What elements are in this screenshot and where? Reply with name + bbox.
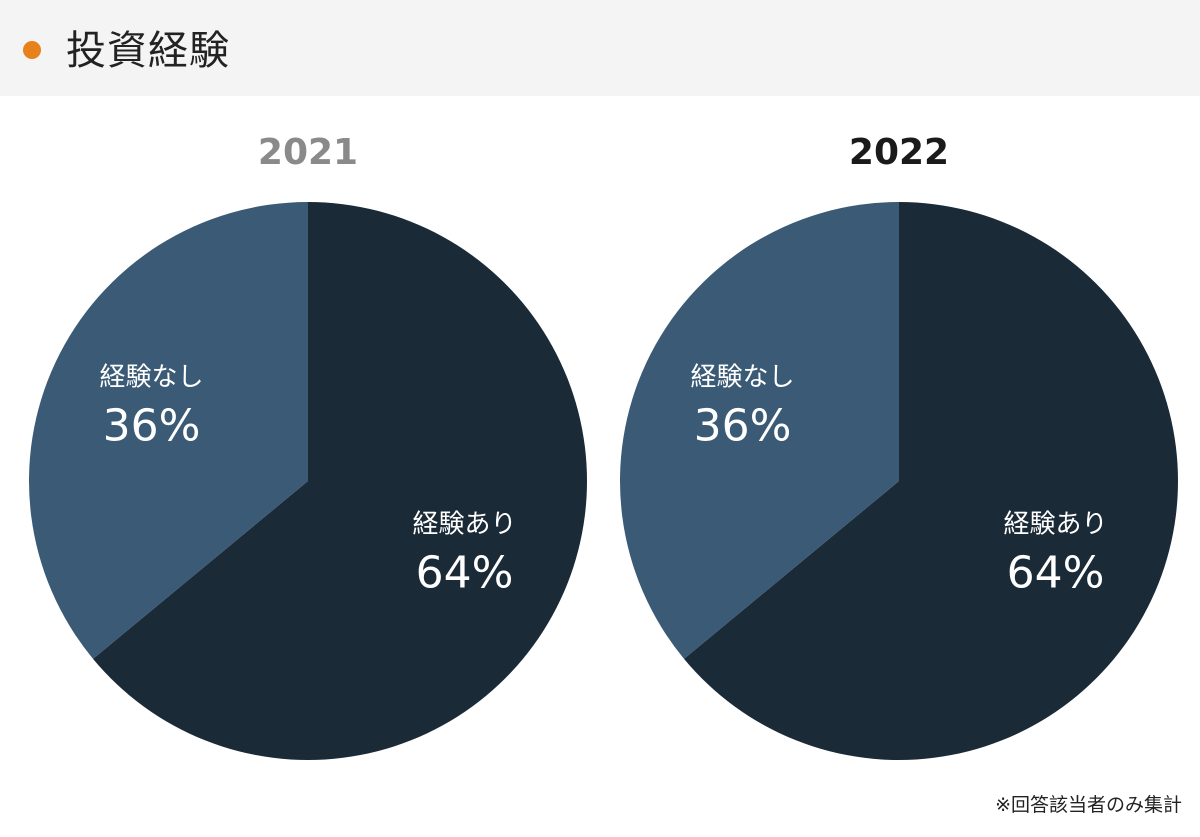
pie-charts: 2021 経験あり 64% 経験なし 36% 2022 経験あり 64% 経験なし 36%	[28, 132, 1178, 761]
slice-label-experienced: 経験あり	[413, 510, 517, 540]
pie-slice-inexperienced	[620, 202, 899, 659]
chart-title: 2021	[258, 132, 358, 173]
slice-label-inexperienced: 経験なし	[690, 362, 794, 392]
header-bar: 投資経験	[0, 0, 1200, 96]
bullet-dot-icon	[23, 41, 41, 59]
slice-label-inexperienced: 経験なし	[99, 362, 203, 392]
footnote: ※回答該当者のみ集計	[995, 794, 1182, 816]
pie-slice-inexperienced	[28, 202, 308, 659]
slice-value-experienced: 64%	[416, 548, 514, 599]
page-title: 投資経験	[66, 28, 230, 74]
slice-label-experienced: 経験あり	[1004, 510, 1108, 540]
slice-value-inexperienced: 36%	[103, 400, 201, 451]
pie-slice-experienced	[93, 202, 587, 761]
pie-chart-2022: 2022 経験あり 64% 経験なし 36%	[620, 132, 1178, 761]
chart-title: 2022	[849, 132, 949, 173]
slice-value-inexperienced: 36%	[694, 400, 792, 451]
pie-chart-2021: 2021 経験あり 64% 経験なし 36%	[28, 132, 587, 761]
pie-slice-experienced	[684, 202, 1178, 761]
slice-value-experienced: 64%	[1007, 548, 1105, 599]
